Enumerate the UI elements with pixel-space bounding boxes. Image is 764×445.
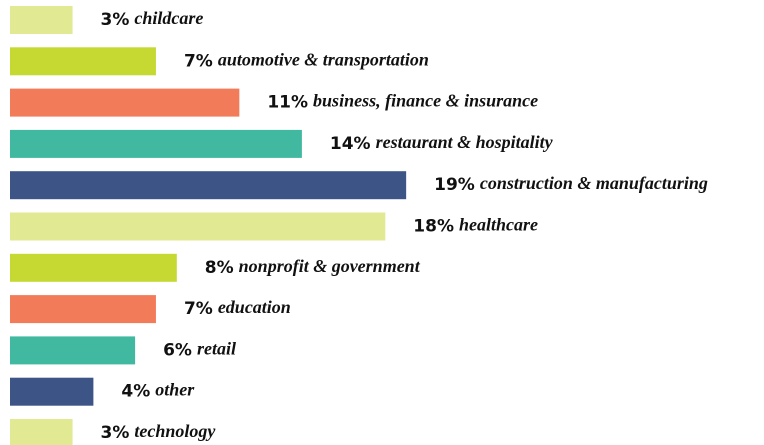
bar — [10, 171, 407, 200]
value-label: 7% — [184, 299, 213, 319]
category-label: retail — [197, 339, 236, 359]
bar — [10, 88, 240, 117]
category-label: business, finance & insurance — [313, 91, 538, 111]
value-label: 19% — [434, 175, 475, 195]
bar — [10, 419, 73, 445]
bar-label: 7% education — [184, 297, 291, 319]
bar-label: 14% restaurant & hospitality — [330, 132, 554, 154]
bar — [10, 377, 94, 406]
value-label: 18% — [413, 217, 454, 237]
bar — [10, 129, 302, 158]
bar — [10, 6, 73, 34]
category-label: technology — [134, 421, 216, 441]
bar-label: 3% technology — [101, 421, 217, 443]
value-label: 3% — [101, 10, 130, 30]
value-label: 7% — [184, 51, 213, 71]
category-label: childcare — [134, 8, 203, 28]
category-label: construction & manufacturing — [480, 173, 708, 193]
category-label: education — [218, 297, 291, 317]
category-label: restaurant & hospitality — [376, 132, 554, 152]
bar — [10, 295, 156, 324]
value-label: 4% — [121, 382, 150, 402]
value-label: 8% — [205, 258, 234, 278]
category-label: nonprofit & government — [239, 256, 421, 276]
category-label: other — [155, 380, 195, 400]
category-label: automotive & transportation — [218, 49, 429, 69]
bar-label: 11% business, finance & insurance — [267, 91, 538, 113]
bar — [10, 336, 136, 365]
value-label: 11% — [267, 93, 308, 113]
bar-label: 19% construction & manufacturing — [434, 173, 708, 195]
value-label: 14% — [330, 134, 371, 154]
bar-label: 18% healthcare — [413, 215, 538, 237]
bar-label: 6% retail — [163, 339, 236, 361]
bar — [10, 212, 386, 241]
bar — [10, 253, 177, 282]
bar-label: 8% nonprofit & government — [205, 256, 421, 278]
bar-label: 4% other — [121, 380, 195, 402]
category-label: healthcare — [459, 215, 538, 235]
bar — [10, 47, 156, 76]
bar-label: 3% childcare — [101, 8, 204, 30]
bar-label: 7% automotive & transportation — [184, 49, 429, 71]
value-label: 3% — [101, 423, 130, 443]
value-label: 6% — [163, 340, 192, 360]
